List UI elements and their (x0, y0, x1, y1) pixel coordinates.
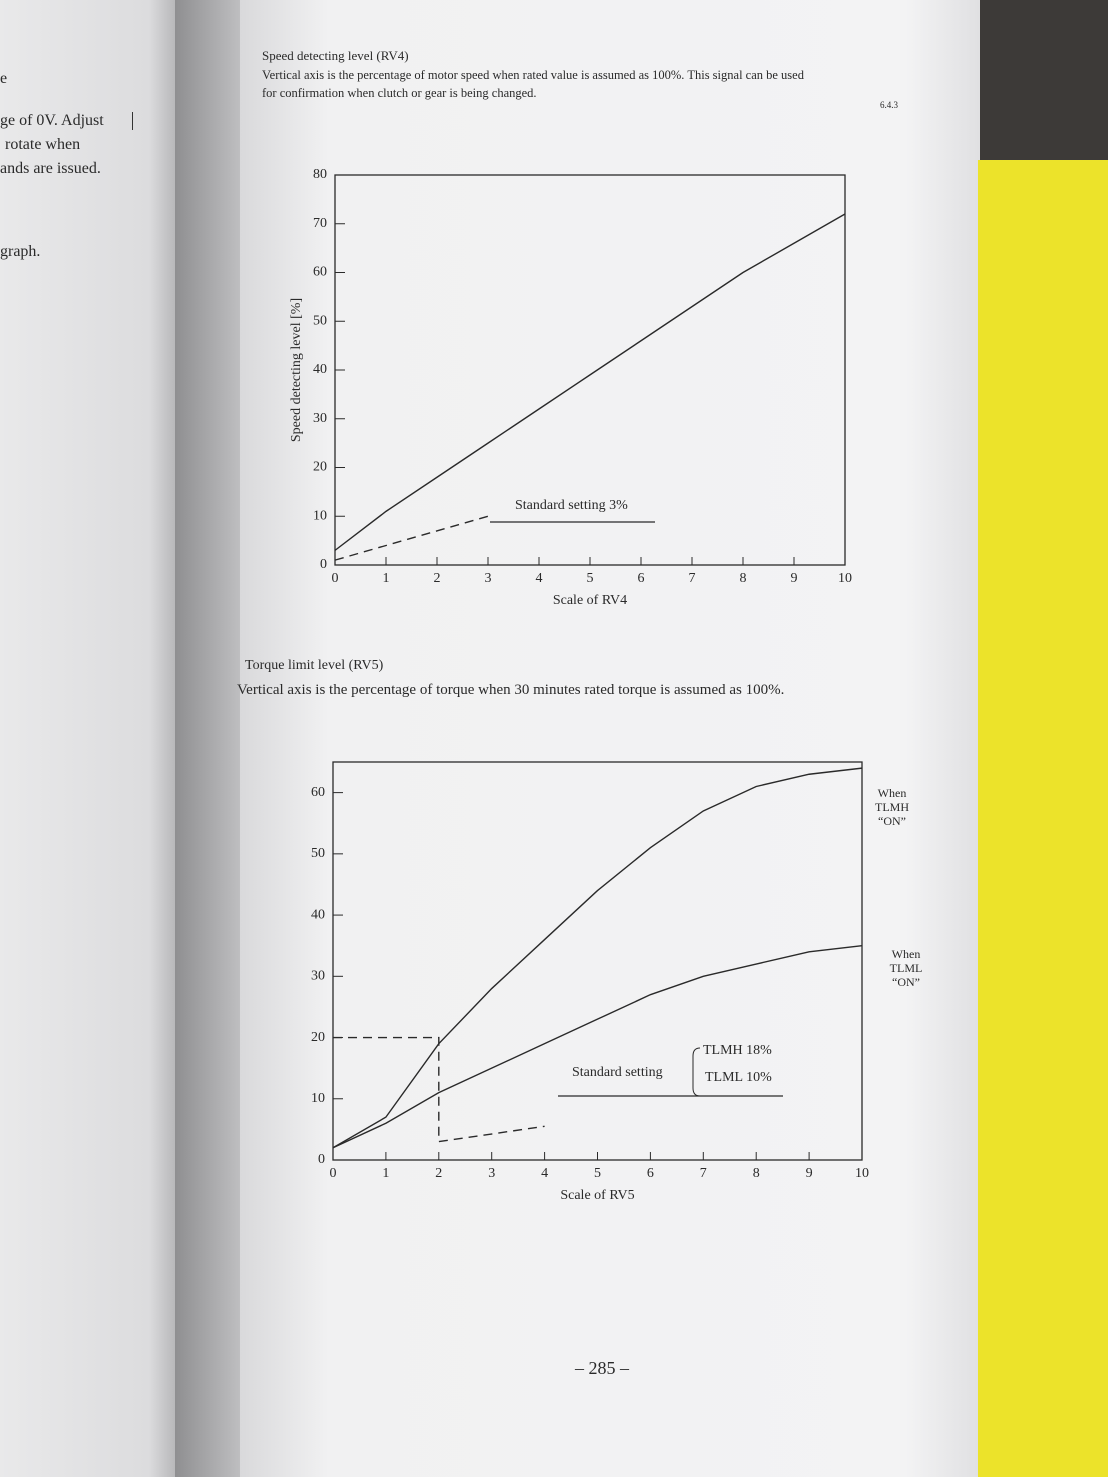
x-tick-label: 0 (330, 1166, 337, 1181)
x-tick-label: 6 (647, 1166, 654, 1181)
y-tick-label: 30 (313, 411, 327, 426)
left-text: ands are issued. (0, 160, 101, 177)
x-tick-label: 2 (434, 571, 441, 586)
data-line (332, 944, 863, 1149)
y-tick-label: 40 (313, 362, 327, 377)
annotation: Standard setting 3% (515, 498, 628, 513)
x-tick-label: 5 (587, 571, 594, 586)
reference-line (333, 1036, 545, 1143)
x-tick-label: 1 (382, 1166, 389, 1181)
heading: Torque limit level (RV5) (245, 658, 384, 673)
y-tick-label: 60 (313, 265, 327, 280)
annotation: Standard setting (572, 1065, 663, 1080)
x-tick-label: 4 (541, 1166, 548, 1181)
data-line (332, 767, 863, 1149)
x-tick-label: 10 (838, 571, 852, 586)
x-tick-label: 6 (638, 571, 645, 586)
y-tick-label: 20 (313, 460, 327, 475)
heading: Speed detecting level (RV4) (262, 48, 409, 63)
x-tick-label: 1 (383, 571, 390, 586)
plot-frame (332, 761, 863, 1161)
y-tick-label: 60 (311, 785, 325, 800)
right-page (240, 0, 980, 1477)
y-axis-label: Speed detecting level [%] (289, 298, 304, 442)
left-text: e (0, 70, 8, 87)
left-text: ge of 0V. Adjust (0, 112, 133, 130)
reference-line (334, 515, 489, 561)
annotation: TLMH 18% (703, 1043, 772, 1058)
x-tick-label: 5 (594, 1166, 601, 1181)
x-tick-label: 10 (855, 1166, 869, 1181)
page-number: – 285 – (575, 1358, 629, 1378)
yellow-object (978, 160, 1108, 1477)
y-tick-label: 40 (311, 907, 325, 922)
x-tick-label: 0 (332, 571, 339, 586)
x-tick-label: 9 (806, 1166, 813, 1181)
y-tick-label: 50 (311, 846, 325, 861)
x-tick-label: 9 (791, 571, 798, 586)
annotation: TLML 10% (705, 1070, 772, 1085)
x-tick-label: 8 (753, 1166, 760, 1181)
x-tick-label: 3 (485, 571, 492, 586)
left-page (0, 0, 175, 1477)
y-tick-label: 80 (313, 167, 327, 182)
series-label: When TLMH “ON” (875, 786, 909, 828)
section-number: 6.4.3 (880, 100, 898, 110)
y-tick-label: 70 (313, 216, 327, 231)
x-tick-label: 2 (435, 1166, 442, 1181)
y-tick-label: 10 (313, 508, 327, 523)
x-tick-label: 8 (740, 571, 747, 586)
y-tick-label: 50 (313, 313, 327, 328)
x-axis-label: Scale of RV4 (553, 593, 627, 608)
paragraph: for confirmation when clutch or gear is … (262, 86, 537, 100)
paragraph: Vertical axis is the percentage of motor… (262, 68, 804, 82)
y-tick-label: 30 (311, 969, 325, 984)
y-tick-label: 0 (318, 1152, 325, 1167)
y-tick-label: 10 (311, 1091, 325, 1106)
left-text: rotate when (5, 136, 81, 153)
y-tick-label: 0 (320, 557, 327, 572)
series-label: When TLML “ON” (889, 947, 923, 989)
x-tick-label: 3 (488, 1166, 495, 1181)
x-axis-label: Scale of RV5 (560, 1188, 634, 1203)
data-line (334, 213, 846, 551)
x-tick-label: 7 (700, 1166, 707, 1181)
paragraph: Vertical axis is the percentage of torqu… (237, 682, 785, 698)
x-tick-label: 7 (689, 571, 696, 586)
bracket (692, 1047, 701, 1097)
left-text: graph. (0, 243, 41, 260)
x-tick-label: 4 (536, 571, 543, 586)
y-tick-label: 20 (311, 1030, 325, 1045)
